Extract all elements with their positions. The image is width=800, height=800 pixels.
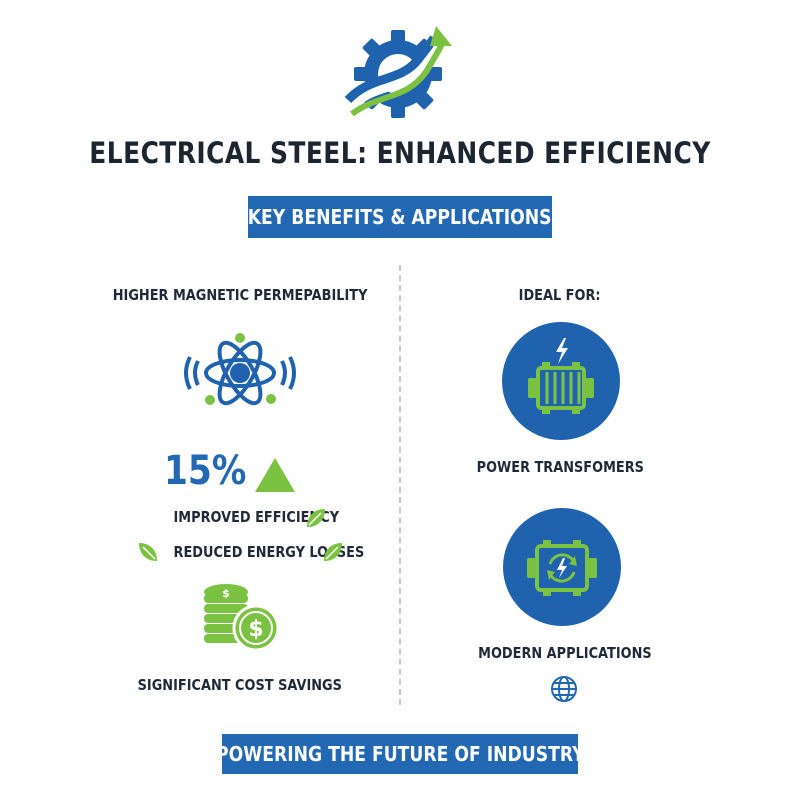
coins-dollar-icon: $ $ (204, 584, 280, 652)
key-benefits-label: KEY BENEFITS & APPLICATIONS (248, 205, 552, 229)
benefit-item-losses: REDUCED ENERGY LOSSES (173, 543, 365, 561)
transformer-icon (528, 338, 594, 414)
cost-savings-label: SIGNIFICANT COST SAVINGS (137, 676, 343, 694)
svg-text:$: $ (248, 617, 263, 642)
globe-icon (551, 676, 577, 702)
leaf-icon (307, 509, 325, 527)
motor-renewable-icon (527, 540, 597, 596)
leaf-icon (139, 543, 157, 561)
page-title: ELECTRICAL STEEL: ENHANCED EFFICIENCY (89, 136, 711, 170)
atom-magnetic-icon (184, 333, 296, 406)
key-benefits-banner: KEY BENEFITS & APPLICATIONS (248, 196, 552, 238)
svg-text:$: $ (222, 587, 230, 600)
application-modern: MODERN APPLICATIONS (478, 644, 652, 662)
benefit-item-efficiency: IMPROVED EFFICIENCY (173, 508, 340, 526)
permeability-heading: HIGHER MAGNETIC PERMEPABILITY (112, 286, 368, 304)
transformer-circle (502, 322, 620, 440)
application-power-transformers: POWER TRANSFOMERS (476, 458, 644, 476)
efficiency-stat-value: 15% (164, 448, 247, 494)
column-divider (399, 265, 401, 705)
bottom-banner-label: POWERING THE FUTURE OF INDUSTRY (215, 742, 585, 766)
up-triangle-icon (255, 458, 295, 492)
leaf-icon (324, 543, 342, 561)
gear-arrow-logo-icon (341, 26, 452, 118)
ideal-for-heading: IDEAL FOR: (519, 286, 601, 304)
bottom-banner: POWERING THE FUTURE OF INDUSTRY (216, 734, 584, 774)
